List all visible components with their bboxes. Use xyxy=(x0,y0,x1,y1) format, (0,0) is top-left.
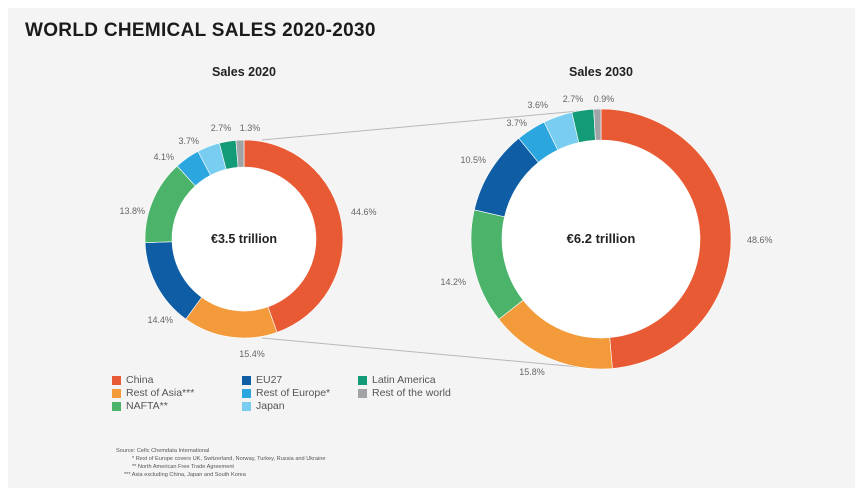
legend-label: Rest of Asia*** xyxy=(126,387,195,399)
data-label: 10.5% xyxy=(460,155,486,165)
legend-item-rest-of-world: Rest of the world xyxy=(358,387,451,399)
donut-hole xyxy=(502,140,700,338)
connector-line-top xyxy=(261,108,602,141)
data-label: 3.7% xyxy=(506,118,527,128)
legend-item-rest-of-europe: Rest of Europe* xyxy=(242,387,330,399)
data-label: 3.6% xyxy=(527,100,548,110)
legend-item-rest-of-asia: Rest of Asia*** xyxy=(112,387,194,399)
donut-slice xyxy=(600,108,732,369)
chart-title: Sales 2030 xyxy=(569,65,633,79)
data-label: 14.2% xyxy=(440,277,466,287)
donut-slice xyxy=(243,139,344,333)
donut-slice xyxy=(235,139,245,168)
data-label: 15.4% xyxy=(239,349,265,359)
data-label: 15.8% xyxy=(519,367,545,377)
footnote: *** Asia excluding China, Japan and Sout… xyxy=(124,472,246,478)
data-label: 44.6% xyxy=(351,207,377,217)
legend-label: NAFTA** xyxy=(126,400,168,412)
data-label: 4.1% xyxy=(153,152,174,162)
legend-label: Japan xyxy=(256,400,285,412)
legend-item-eu27: EU27 xyxy=(242,374,282,386)
data-label: 2.7% xyxy=(563,94,584,104)
connector-line-bottom xyxy=(261,337,602,370)
data-label: 2.7% xyxy=(211,123,232,133)
source-line: Source: Cefic Chemdata International xyxy=(116,448,210,454)
legend: China Rest of Asia*** NAFTA** EU27 Rest … xyxy=(112,374,532,424)
legend-label: China xyxy=(126,374,154,386)
donut-slice xyxy=(593,108,602,141)
data-label: 48.6% xyxy=(747,235,773,245)
legend-item-nafta: NAFTA** xyxy=(112,400,168,412)
data-label: 13.8% xyxy=(119,206,145,216)
footnote: * Rest of Europe covers UK, Switzerland,… xyxy=(132,456,326,462)
legend-swatch-japan xyxy=(242,401,251,411)
legend-swatch-rest-of-europe xyxy=(242,388,251,398)
legend-label: Rest of the world xyxy=(372,387,451,399)
donut-hole xyxy=(172,167,316,311)
page-title: WORLD CHEMICAL SALES 2020-2030 xyxy=(25,20,376,41)
center-total-label: €6.2 trillion xyxy=(567,231,636,246)
footnote: ** North American Free Trade Agreement xyxy=(132,464,234,470)
chart-title: Sales 2020 xyxy=(212,65,276,79)
legend-swatch-rest-of-world xyxy=(358,388,367,398)
legend-label: Rest of Europe* xyxy=(256,387,331,399)
legend-label: EU27 xyxy=(256,374,283,386)
legend-swatch-nafta xyxy=(112,401,121,411)
legend-swatch-latin-america xyxy=(358,375,367,385)
legend-item-japan: Japan xyxy=(242,400,285,412)
data-label: 1.3% xyxy=(240,123,261,133)
legend-item-latin-america: Latin America xyxy=(358,374,436,386)
legend-swatch-rest-of-asia xyxy=(112,388,121,398)
legend-swatch-eu27 xyxy=(242,375,251,385)
data-label: 3.7% xyxy=(178,136,199,146)
legend-label: Latin America xyxy=(372,374,436,386)
center-total-label: €3.5 trillion xyxy=(211,232,277,246)
legend-item-china: China xyxy=(112,374,153,386)
legend-swatch-china xyxy=(112,375,121,385)
data-label: 0.9% xyxy=(594,94,615,104)
source-notes: Source: Cefic Chemdata International * R… xyxy=(116,447,325,479)
data-label: 14.4% xyxy=(147,315,173,325)
